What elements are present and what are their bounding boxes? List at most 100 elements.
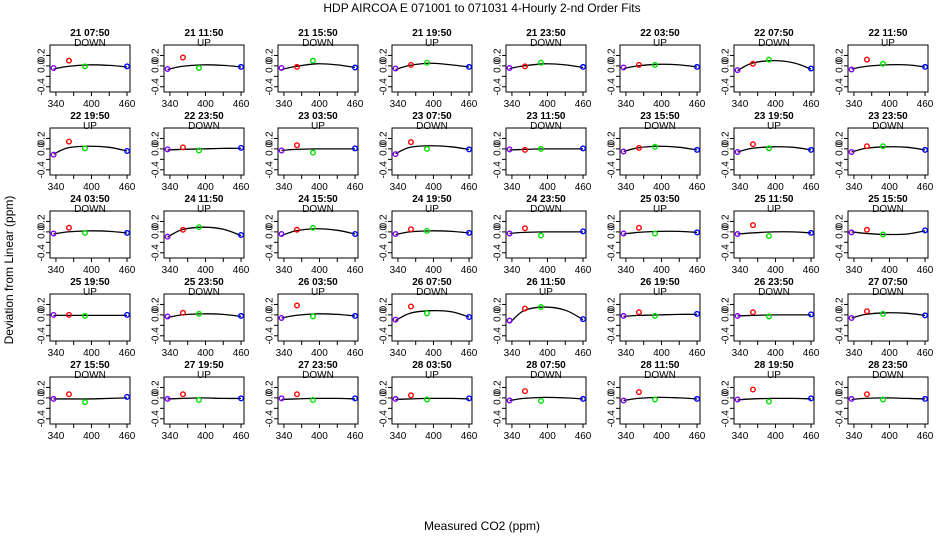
data-point [537, 59, 544, 66]
y-tick-label: -0.4 [607, 410, 618, 428]
y-tick-label: -0.4 [151, 410, 162, 428]
panel-direction: DOWN [872, 204, 904, 215]
y-tick-label: 0.0 [151, 142, 162, 156]
x-tick-label: 460 [917, 431, 934, 442]
panel-frame [847, 127, 929, 176]
x-tick-label: 400 [311, 265, 328, 276]
panel-title: 23 23:50 [868, 111, 908, 122]
x-tick-label: 400 [197, 99, 214, 110]
data-point [164, 313, 171, 320]
data-point [392, 151, 399, 158]
y-tick-label: 0.0 [493, 142, 504, 156]
data-point [278, 230, 285, 237]
y-tick-label: -0.4 [265, 78, 276, 96]
y-tick-label: 0.2 [493, 48, 504, 62]
data-point [50, 230, 57, 237]
panel-direction: UP [653, 38, 667, 49]
data-point [620, 312, 627, 319]
data-point [879, 60, 886, 67]
panel-title: 24 11:50 [185, 194, 224, 205]
panel-frame [163, 293, 245, 342]
x-tick-label: 340 [732, 99, 749, 110]
fit-curve [737, 146, 812, 153]
panel-frame [619, 293, 701, 342]
x-tick-label: 460 [575, 348, 592, 359]
y-tick-label: 0.2 [379, 380, 390, 394]
x-tick-label: 340 [732, 265, 749, 276]
data-point [81, 63, 88, 70]
panel-title: 27 15:50 [70, 360, 110, 371]
x-tick-label: 340 [162, 99, 179, 110]
y-tick-label: 0.0 [151, 225, 162, 239]
x-tick-label: 460 [233, 431, 250, 442]
y-tick-label: 0.2 [721, 380, 732, 394]
x-tick-label: 340 [48, 348, 65, 359]
x-tick-label: 340 [390, 182, 407, 193]
panel-title: 27 07:50 [868, 277, 908, 288]
panel-direction: DOWN [758, 38, 790, 49]
x-tick-label: 460 [803, 182, 820, 193]
panel-direction: UP [425, 370, 439, 381]
data-point [808, 395, 815, 402]
data-point [848, 395, 855, 402]
x-tick-label: 460 [575, 431, 592, 442]
data-point [848, 315, 855, 322]
panel-frame [277, 210, 359, 259]
chart-title: HDP AIRCOA E 071001 to 071031 4-Hourly 2… [323, 1, 640, 15]
data-point [164, 233, 171, 240]
data-point [124, 147, 131, 154]
data-point [651, 230, 658, 237]
panel-frame [277, 376, 359, 425]
y-tick-label: 0.2 [607, 297, 618, 311]
x-tick-label: 460 [689, 182, 706, 193]
fit-curve [167, 64, 242, 71]
panel-direction: UP [653, 287, 667, 298]
y-tick-label: -0.4 [493, 244, 504, 262]
data-point [537, 304, 544, 311]
x-tick-label: 340 [846, 99, 863, 110]
panel-direction: DOWN [530, 121, 562, 132]
data-point [293, 63, 300, 70]
data-point [309, 149, 316, 156]
data-point [506, 64, 513, 71]
x-tick-label: 340 [162, 265, 179, 276]
panel-title: 26 11:50 [527, 277, 566, 288]
x-tick-label: 340 [390, 99, 407, 110]
data-point [506, 146, 513, 153]
x-tick-label: 400 [767, 265, 784, 276]
fit-curve [281, 397, 356, 401]
x-tick-label: 400 [425, 348, 442, 359]
data-point [734, 230, 741, 237]
fit-curve [737, 397, 812, 401]
fit-curve [281, 148, 356, 152]
y-tick-label: -0.4 [607, 327, 618, 345]
panel-direction: UP [197, 370, 211, 381]
panel-frame [49, 293, 131, 342]
y-tick-label: 0.2 [607, 380, 618, 394]
panel-frame [391, 210, 473, 259]
fit-curve [623, 396, 698, 402]
y-tick-label: 0.0 [721, 225, 732, 239]
data-point [521, 305, 528, 312]
data-point [423, 310, 430, 317]
x-tick-label: 400 [653, 99, 670, 110]
fit-curve [395, 62, 470, 71]
panel-title: 28 07:50 [526, 360, 566, 371]
data-point [879, 310, 886, 317]
data-point [124, 229, 131, 236]
panel-direction: UP [767, 370, 781, 381]
x-tick-label: 460 [803, 431, 820, 442]
data-point [423, 145, 430, 152]
y-tick-label: -0.4 [379, 410, 390, 428]
y-tick-label: -0.4 [607, 161, 618, 179]
panel-title: 25 11:50 [755, 194, 794, 205]
fit-curve [53, 397, 128, 400]
x-tick-label: 460 [803, 99, 820, 110]
x-tick-label: 460 [461, 348, 478, 359]
panel-title: 22 19:50 [70, 111, 110, 122]
panel-frame [619, 210, 701, 259]
